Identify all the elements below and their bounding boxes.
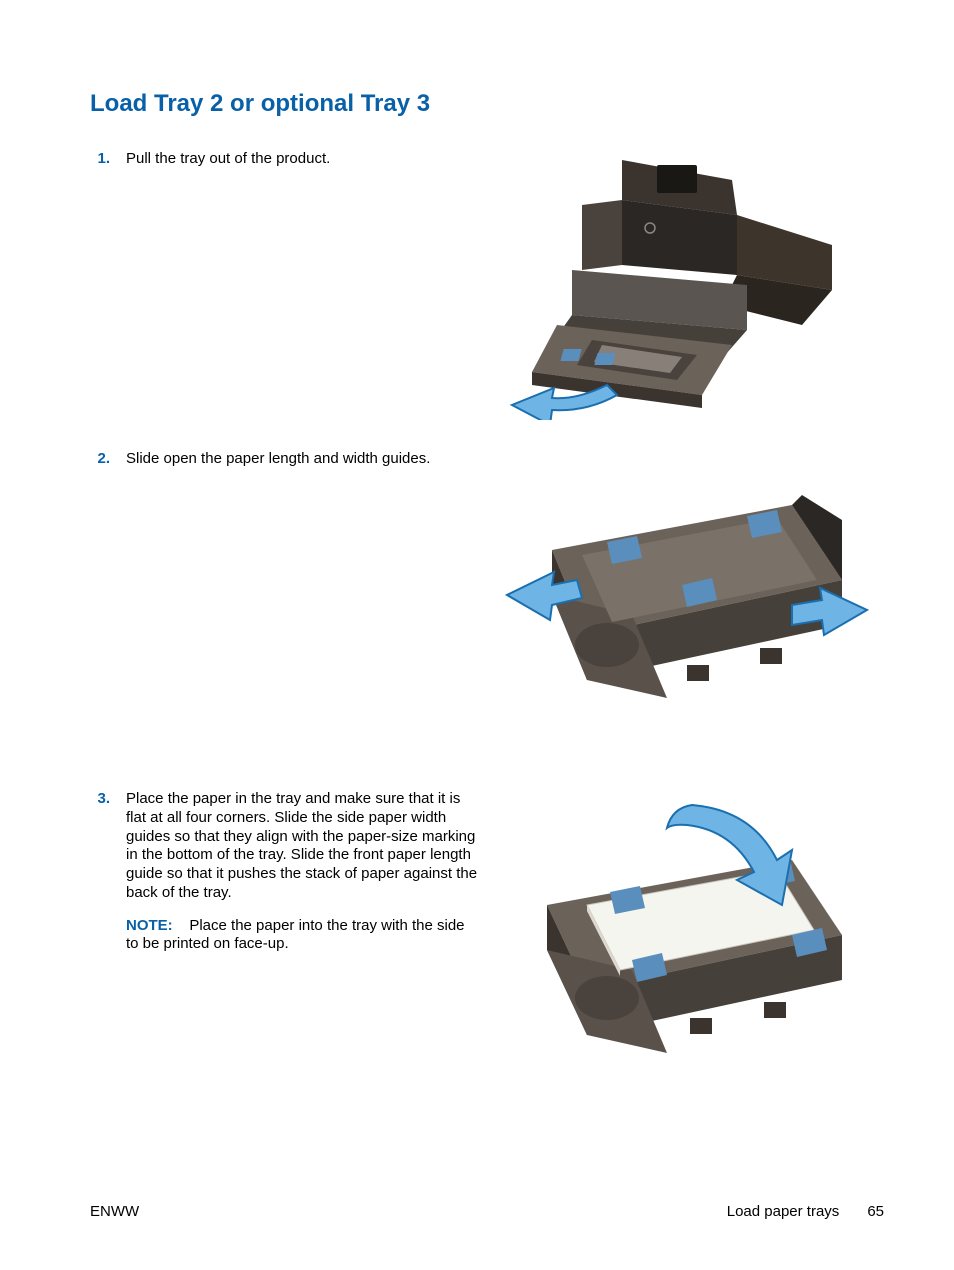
step-2-instruction: Slide open the paper length and width gu…: [126, 450, 480, 469]
page-footer: ENWW Load paper trays 65: [90, 1203, 884, 1220]
step-1-text: 1. Pull the tray out of the product.: [90, 150, 480, 183]
step-1-row: 1. Pull the tray out of the product.: [90, 150, 884, 440]
note-label: NOTE:: [126, 917, 173, 934]
footer-left: ENWW: [90, 1203, 139, 1220]
printer-pull-tray-icon: [502, 150, 862, 420]
step-3-text: 3. Place the paper in the tray and make …: [90, 790, 480, 968]
step-3-number: 3.: [90, 790, 126, 968]
step-3-row: 3. Place the paper in the tray and make …: [90, 790, 884, 1090]
step-2-row: 2. Slide open the paper length and width…: [90, 450, 884, 780]
step-3-instruction: Place the paper in the tray and make sur…: [126, 790, 480, 903]
step-1-instruction: Pull the tray out of the product.: [126, 150, 480, 169]
step-2-text: 2. Slide open the paper length and width…: [90, 450, 480, 483]
section-heading: Load Tray 2 or optional Tray 3: [90, 90, 884, 118]
step-3-illustration: [480, 790, 884, 1070]
note-text: Place the paper into the tray with the s…: [126, 917, 465, 953]
tray-load-paper-icon: [492, 790, 872, 1070]
step-3-note: NOTE: Place the paper into the tray with…: [126, 917, 480, 955]
step-1-body: Pull the tray out of the product.: [126, 150, 480, 183]
footer-section: Load paper trays: [727, 1203, 840, 1220]
step-1-number: 1.: [90, 150, 126, 183]
tray-guides-icon: [492, 450, 872, 730]
step-2-number: 2.: [90, 450, 126, 483]
step-3-body: Place the paper in the tray and make sur…: [126, 790, 480, 968]
step-1-illustration: [480, 150, 884, 420]
step-2-illustration: [480, 450, 884, 730]
step-2-body: Slide open the paper length and width gu…: [126, 450, 480, 483]
footer-page-number: 65: [867, 1203, 884, 1220]
